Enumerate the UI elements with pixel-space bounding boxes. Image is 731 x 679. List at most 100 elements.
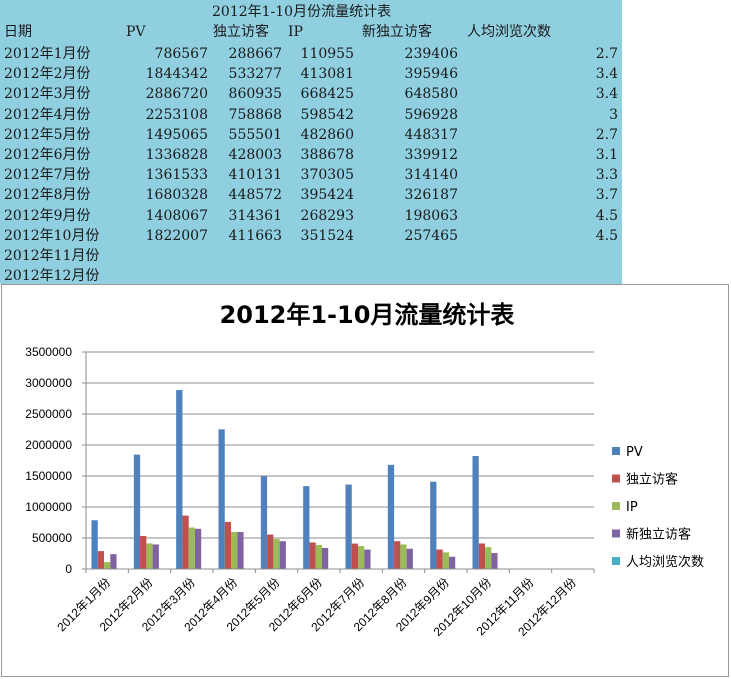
table-title: 2012年1-10月份流量统计表: [212, 4, 392, 20]
table-row-label: 2012年8月份: [4, 187, 91, 204]
bar-chart: 2012年1-10月流量统计表 0 500000 1000000 1500000 200…: [25, 301, 704, 639]
bar: [279, 541, 286, 569]
table-row-label: 2012年12月份: [4, 268, 100, 284]
table-cell: 110955: [300, 46, 354, 62]
bar: [358, 546, 365, 569]
bar: [364, 549, 371, 569]
table-row-label: 2012年5月份: [4, 126, 91, 143]
table-cell: 351524: [300, 227, 354, 244]
bar: [224, 521, 232, 569]
grid-lines: [86, 351, 594, 539]
bar: [152, 544, 159, 569]
table-cell: 1495065: [145, 126, 208, 143]
bar: [387, 464, 395, 569]
table-cell: 411663: [228, 227, 282, 244]
table-row-label: 2012年7月份: [4, 167, 91, 184]
table-cell: 533277: [228, 66, 282, 83]
y-tick-label: 1000000: [25, 500, 72, 514]
bar: [110, 554, 117, 569]
table-cell: 786567: [154, 46, 208, 62]
table-cell: 3.3: [595, 167, 618, 184]
bar: [442, 552, 449, 569]
legend-label: 新独立访客: [626, 527, 691, 543]
bar: [97, 551, 105, 569]
table-cell: 1408067: [145, 207, 208, 224]
table-cell: 448317: [404, 126, 458, 143]
bar: [400, 544, 407, 569]
table-row-label: 2012年10月份: [4, 227, 100, 244]
bar: [303, 486, 310, 569]
bar: [104, 562, 111, 569]
legend-label: PV: [626, 445, 643, 460]
bar: [133, 454, 141, 569]
bar: [260, 476, 268, 569]
bar: [237, 531, 244, 569]
bar: [351, 543, 359, 569]
bar: [436, 549, 443, 569]
table-cell: 314140: [404, 167, 458, 184]
table-cell: 268293: [300, 207, 354, 224]
table-cell: 1844342: [145, 66, 208, 83]
bar: [491, 553, 498, 569]
table-header-cell: 日期: [4, 24, 32, 40]
y-tick-label: 2000000: [25, 438, 72, 452]
bar: [218, 429, 225, 569]
table-header-cell: IP: [288, 24, 303, 40]
table-row-label: 2012年1月份: [4, 46, 91, 62]
bar: [176, 390, 183, 569]
bar: [182, 515, 189, 569]
bar: [315, 544, 322, 569]
legend-swatch: [612, 447, 620, 455]
table-cell: 410131: [228, 167, 282, 184]
table-cell: 288667: [228, 46, 282, 62]
bar: [146, 543, 153, 569]
legend-swatch: [612, 502, 620, 510]
table-cell: 3.4: [595, 86, 618, 103]
y-tick-label: 0: [65, 562, 72, 576]
bar: [345, 484, 352, 569]
table-cell: 1822007: [145, 227, 208, 244]
table-cell: 326187: [404, 187, 458, 204]
bar: [91, 520, 98, 569]
bars: [91, 390, 504, 569]
table-cell: 555501: [228, 126, 282, 143]
table-cell: 2.7: [595, 46, 618, 62]
y-tick-label: 1500000: [25, 469, 72, 483]
bar: [188, 527, 195, 569]
x-axis: 2012年1月份2012年2月份2012年3月份2012年4月份2012年5月份…: [54, 568, 595, 639]
bar: [472, 456, 479, 569]
legend-label: 独立访客: [626, 472, 678, 488]
table-cell: 388678: [300, 147, 354, 163]
table-cell: 758868: [228, 106, 282, 123]
bar: [231, 531, 238, 569]
table-cell: 1361533: [145, 167, 208, 184]
bar: [394, 541, 401, 569]
y-axis: 0 500000 1000000 1500000 2000000 2500000 30000…: [25, 345, 87, 576]
legend-swatch: [612, 474, 620, 483]
table-cell: 598542: [300, 106, 354, 123]
table-cell: 2253108: [145, 106, 208, 123]
bar: [430, 481, 437, 569]
table-row-label: 2012年6月份: [4, 147, 91, 163]
table-cell: 428003: [228, 147, 282, 163]
table-cell: 395946: [404, 66, 458, 83]
table-cell: 4.5: [595, 227, 618, 244]
table-cell: 314361: [228, 207, 282, 224]
chart-frame: 2012年1-10月流量统计表 0 500000 1000000 1500000 200…: [1, 284, 729, 677]
bar: [485, 547, 492, 569]
bar: [309, 542, 316, 569]
table-cell: 339912: [404, 147, 458, 163]
table-cell: 596928: [404, 106, 458, 123]
table-cell: 2.7: [595, 126, 618, 143]
y-tick-label: 500000: [32, 531, 72, 545]
bar: [267, 534, 274, 569]
bar: [406, 548, 413, 569]
table-cell: 3: [609, 106, 618, 123]
table-cell: 370305: [300, 167, 354, 184]
table-row-label: 2012年11月份: [4, 248, 100, 264]
table-cell: 3.7: [595, 187, 618, 204]
table-cell: 1680328: [145, 187, 208, 204]
y-tick-label: 2500000: [25, 407, 72, 421]
bar: [194, 528, 202, 569]
table-cell: 198063: [404, 207, 458, 224]
